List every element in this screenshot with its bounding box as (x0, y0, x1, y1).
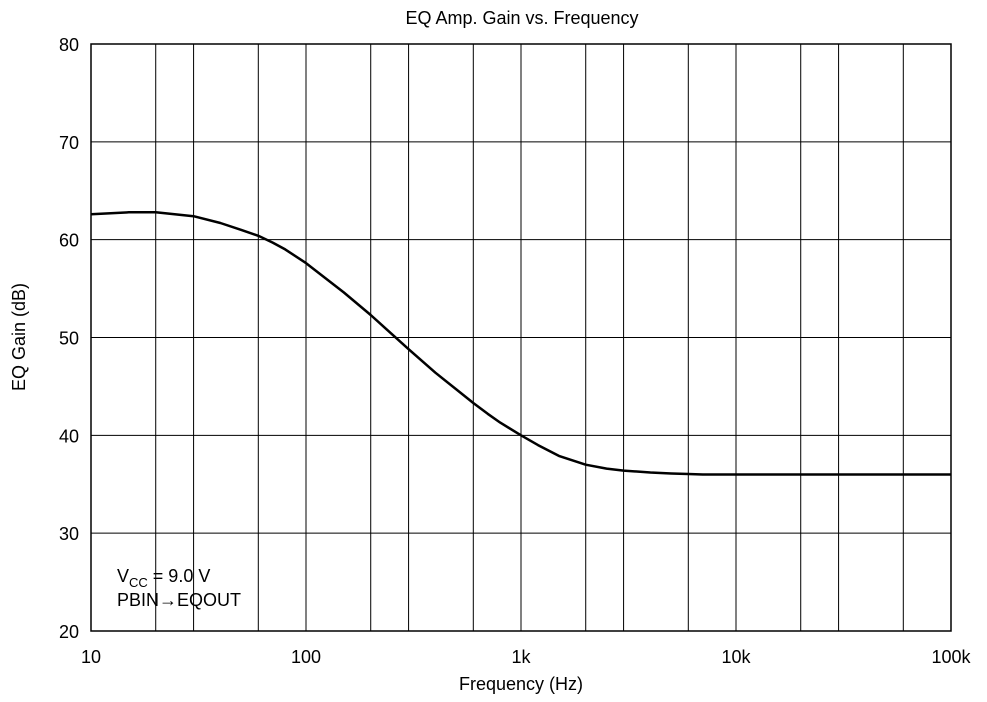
gain-curve (90, 211, 951, 476)
x-tick-label: 1k (511, 647, 531, 667)
chart-title: EQ Amp. Gain vs. Frequency (405, 8, 638, 28)
x-tick-label: 100 (291, 647, 321, 667)
y-tick-label: 50 (59, 329, 79, 349)
y-axis-title: EQ Gain (dB) (9, 283, 29, 391)
plot-frame (90, 43, 952, 632)
x-tick-label: 100k (931, 647, 971, 667)
y-tick-label: 60 (59, 231, 79, 251)
y-tick-label: 30 (59, 524, 79, 544)
condition-annotation: VCC = 9.0 V PBIN→EQOUT (117, 566, 241, 610)
y-tick-label: 70 (59, 133, 79, 153)
y-tick-label: 20 (59, 622, 79, 642)
vcc-label: VCC = 9.0 V (117, 566, 210, 590)
grid-lines (90, 43, 951, 632)
x-tick-label: 10 (81, 647, 101, 667)
y-tick-label: 80 (59, 35, 79, 55)
y-tick-label: 40 (59, 426, 79, 446)
signal-path-label: PBIN→EQOUT (117, 590, 241, 610)
x-axis-title: Frequency (Hz) (459, 674, 583, 694)
x-tick-label: 10k (721, 647, 751, 667)
tick-labels: 10 100 1k 10k 100k 20 30 40 50 60 70 80 (59, 35, 972, 667)
